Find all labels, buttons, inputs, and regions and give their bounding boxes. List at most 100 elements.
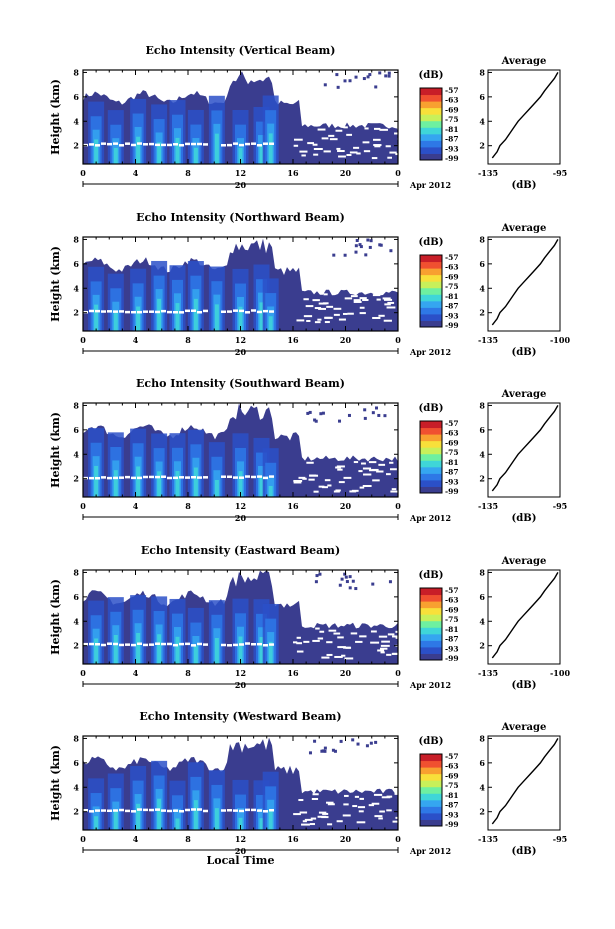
avg-y-tick-label: 4 <box>479 782 485 792</box>
sparse-echo <box>308 410 312 414</box>
data-gap <box>354 795 359 798</box>
bright-band-segment <box>263 644 268 647</box>
convective-cell-layer <box>193 467 198 497</box>
bright-band-segment <box>269 643 274 646</box>
data-gap <box>293 479 303 482</box>
bright-band-segment <box>113 142 118 145</box>
bright-band-segment <box>227 644 232 647</box>
avg-y-tick-label: 4 <box>479 449 485 459</box>
convective-cell-layer <box>193 298 198 331</box>
bright-band-segment <box>107 142 112 146</box>
bright-band-segment <box>269 808 274 812</box>
bright-band-segment <box>173 809 178 812</box>
colorbar-swatch <box>420 793 442 801</box>
data-gap <box>368 461 377 464</box>
data-gap <box>314 307 322 310</box>
sparse-echo <box>314 580 318 584</box>
colorbar-tick-label: -99 <box>445 820 459 829</box>
colorbar-swatch <box>420 261 442 269</box>
x-tick-label: 4 <box>133 501 139 511</box>
bright-band-segment <box>149 643 154 646</box>
data-gap <box>371 802 380 805</box>
convective-cell-layer <box>113 147 118 164</box>
colorbar-swatch <box>420 479 442 487</box>
colorbar-swatch <box>420 146 442 154</box>
data-gap <box>370 630 377 633</box>
avg-title: Average <box>501 389 547 400</box>
x-tick-label: 20 <box>340 335 352 345</box>
bright-band-segment <box>245 808 250 812</box>
colorbar-swatch <box>420 307 442 315</box>
data-gap <box>317 637 324 640</box>
data-gap <box>327 484 332 487</box>
month-label: Apr 2012 <box>409 347 451 357</box>
avg-title: Average <box>501 56 547 67</box>
bright-band-segment <box>185 142 190 146</box>
bright-band-segment <box>131 643 136 647</box>
data-gap <box>390 490 398 493</box>
convective-cell-layer <box>268 485 273 497</box>
data-gap <box>362 298 369 301</box>
bright-band-segment <box>167 476 172 480</box>
data-gap <box>349 151 358 154</box>
bright-band-segment <box>83 808 88 812</box>
colorbar-tick-label: -93 <box>445 477 459 486</box>
bright-band-segment <box>197 310 202 314</box>
avg-x-label: (dB) <box>512 846 537 857</box>
x-axis-label: Local Time <box>207 854 275 867</box>
bright-band-segment <box>239 476 244 479</box>
bright-band-segment <box>131 310 136 314</box>
data-gap <box>363 473 372 476</box>
convective-cell-layer <box>94 816 99 830</box>
data-gap <box>359 306 365 309</box>
data-gap <box>335 466 341 469</box>
data-gap <box>373 793 383 796</box>
data-gap <box>376 298 381 301</box>
data-gap <box>313 490 319 493</box>
x-tick-label: 20 <box>340 668 352 678</box>
sparse-echo <box>359 245 363 249</box>
avg-x-tick-label: -135 <box>478 834 498 844</box>
bright-band-segment <box>203 643 208 646</box>
avg-frame <box>487 569 561 665</box>
sparse-echo <box>364 253 368 257</box>
bright-band-segment <box>107 476 112 480</box>
convective-cell-layer <box>136 306 141 331</box>
x-tick-label: 8 <box>185 501 191 511</box>
colorbar-tick-label: -93 <box>445 644 459 653</box>
avg-y-tick-label: 8 <box>479 234 485 244</box>
data-gap <box>333 632 341 635</box>
avg-frame <box>487 69 561 165</box>
bright-band-segment <box>149 142 154 146</box>
colorbar-swatch <box>420 633 442 641</box>
bright-band-segment <box>227 809 232 812</box>
x-tick-label: 16 <box>287 668 299 678</box>
sparse-echo <box>314 419 318 423</box>
colorbar-tick-label: -87 <box>445 468 459 477</box>
bright-band-segment <box>191 644 196 647</box>
sparse-echo <box>377 413 381 417</box>
x-tick-label: 20 <box>340 834 352 844</box>
data-gap <box>341 654 346 657</box>
x-tick-label: 8 <box>185 335 191 345</box>
x-tick-label: 12 <box>235 168 246 178</box>
bright-band-segment <box>83 143 88 147</box>
data-gap <box>346 133 353 136</box>
y-tick-label: 8 <box>73 400 79 410</box>
bright-band-segment <box>155 642 160 645</box>
colorbar-frame <box>419 587 443 661</box>
bright-band-segment <box>221 809 226 812</box>
sparse-echo <box>366 238 370 242</box>
data-gap <box>326 653 333 656</box>
bright-band-segment <box>179 809 184 813</box>
y-axis-label: Height (km) <box>49 246 62 322</box>
colorbar-tick-label: -81 <box>445 458 459 467</box>
data-gap <box>319 630 325 633</box>
data-gap <box>324 321 330 324</box>
colorbar-tick-label: -81 <box>445 625 459 634</box>
sparse-echo <box>351 579 355 583</box>
data-gap <box>378 314 385 317</box>
convective-cell-layer <box>113 811 118 830</box>
data-gap <box>344 297 353 300</box>
